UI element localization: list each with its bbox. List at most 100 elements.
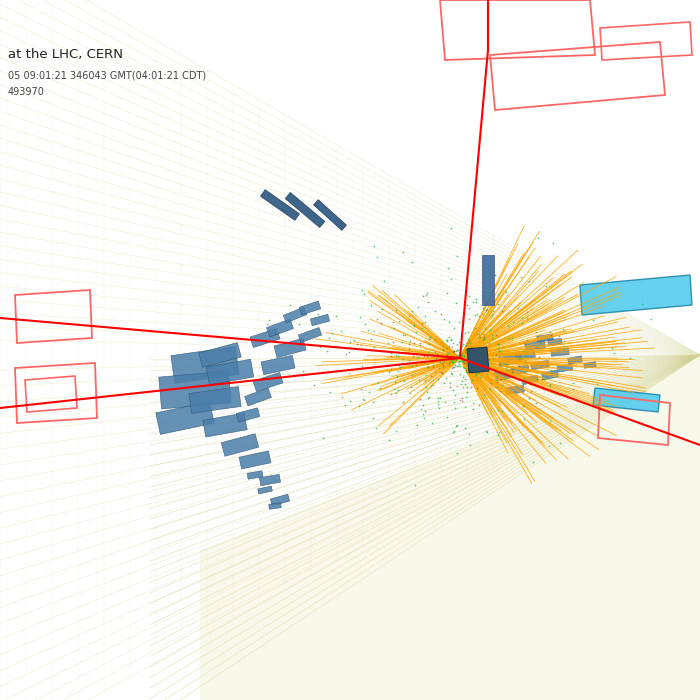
- Point: [466, 376, 477, 387]
- Point: [519, 340, 531, 351]
- Point: [369, 241, 380, 252]
- Point: [324, 387, 335, 398]
- Bar: [236, 408, 260, 422]
- Point: [480, 351, 491, 363]
- Point: [493, 427, 504, 438]
- Point: [490, 349, 501, 360]
- Point: [421, 362, 432, 373]
- Point: [491, 330, 502, 341]
- Point: [420, 316, 431, 328]
- Point: [447, 345, 458, 356]
- Point: [465, 440, 476, 451]
- Point: [482, 260, 493, 271]
- Point: [447, 346, 458, 357]
- Point: [411, 326, 422, 337]
- Point: [447, 356, 458, 367]
- Point: [495, 360, 506, 371]
- Point: [533, 352, 545, 363]
- Point: [475, 359, 486, 370]
- Point: [424, 331, 435, 342]
- Point: [368, 412, 379, 423]
- Point: [466, 381, 477, 392]
- Point: [471, 356, 482, 368]
- Point: [478, 291, 489, 302]
- Point: [398, 246, 409, 257]
- Point: [456, 349, 467, 360]
- Point: [475, 356, 486, 368]
- Point: [349, 335, 360, 346]
- Bar: [221, 434, 259, 456]
- Point: [500, 286, 512, 297]
- Point: [552, 388, 563, 399]
- Point: [356, 360, 368, 372]
- Bar: [482, 255, 494, 305]
- Point: [473, 400, 484, 411]
- Point: [412, 351, 423, 363]
- Point: [443, 357, 454, 368]
- Point: [390, 349, 401, 360]
- Point: [426, 417, 438, 428]
- Bar: [260, 190, 300, 220]
- Point: [461, 366, 472, 377]
- Point: [452, 345, 463, 356]
- Point: [432, 398, 443, 409]
- Point: [472, 328, 483, 339]
- Point: [625, 353, 636, 364]
- Point: [440, 396, 451, 407]
- Point: [441, 336, 452, 347]
- Point: [451, 297, 462, 308]
- Polygon shape: [580, 275, 692, 315]
- Point: [443, 316, 454, 328]
- Point: [463, 314, 474, 325]
- Point: [517, 346, 528, 357]
- Point: [485, 377, 496, 388]
- Bar: [159, 371, 231, 409]
- Point: [461, 382, 472, 393]
- Point: [438, 314, 449, 325]
- Bar: [541, 370, 559, 380]
- Point: [354, 311, 365, 322]
- Point: [482, 303, 493, 314]
- Point: [538, 373, 550, 384]
- Point: [408, 321, 419, 332]
- Point: [448, 361, 459, 372]
- Point: [452, 381, 463, 392]
- Point: [392, 365, 403, 377]
- Point: [343, 368, 354, 379]
- Point: [496, 305, 507, 316]
- Point: [477, 334, 489, 345]
- Point: [437, 340, 448, 351]
- Point: [489, 270, 500, 281]
- Bar: [284, 307, 307, 323]
- Bar: [199, 342, 241, 368]
- Point: [495, 345, 506, 356]
- Point: [516, 318, 527, 329]
- Point: [568, 377, 579, 388]
- Point: [470, 359, 481, 370]
- Point: [522, 307, 533, 318]
- Point: [461, 363, 472, 374]
- Point: [356, 285, 368, 296]
- Point: [454, 356, 466, 367]
- Point: [492, 405, 503, 416]
- Point: [393, 316, 405, 327]
- Point: [416, 322, 428, 333]
- Point: [500, 370, 512, 381]
- Point: [459, 379, 470, 390]
- Point: [483, 354, 494, 365]
- Point: [437, 350, 448, 361]
- Point: [606, 342, 617, 354]
- Point: [463, 302, 475, 314]
- Point: [386, 363, 397, 374]
- Point: [491, 382, 503, 393]
- Point: [556, 365, 568, 377]
- Point: [447, 385, 458, 396]
- Point: [521, 335, 532, 346]
- Point: [447, 350, 458, 361]
- Point: [432, 349, 443, 360]
- Point: [597, 388, 608, 399]
- Point: [534, 337, 545, 349]
- Point: [261, 318, 272, 330]
- Point: [554, 330, 565, 342]
- Point: [449, 354, 461, 365]
